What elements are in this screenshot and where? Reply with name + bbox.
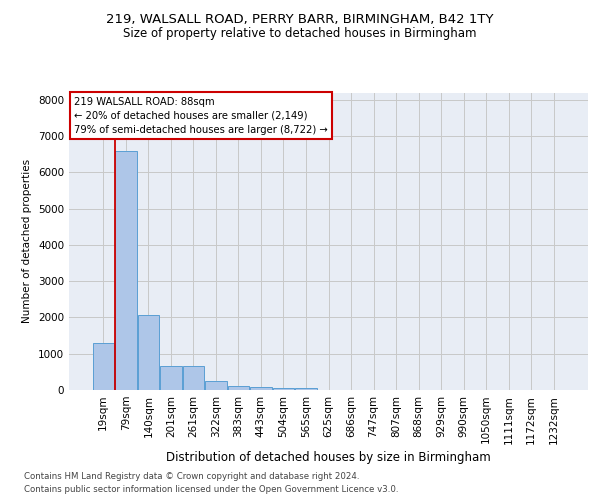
- Bar: [273, 388, 294, 390]
- Text: Contains public sector information licensed under the Open Government Licence v3: Contains public sector information licen…: [24, 485, 398, 494]
- Bar: [228, 386, 249, 390]
- Bar: [182, 366, 204, 390]
- Bar: [92, 343, 114, 390]
- Bar: [295, 388, 317, 390]
- Y-axis label: Number of detached properties: Number of detached properties: [22, 159, 32, 324]
- X-axis label: Distribution of detached houses by size in Birmingham: Distribution of detached houses by size …: [166, 450, 491, 464]
- Text: Contains HM Land Registry data © Crown copyright and database right 2024.: Contains HM Land Registry data © Crown c…: [24, 472, 359, 481]
- Text: 219, WALSALL ROAD, PERRY BARR, BIRMINGHAM, B42 1TY: 219, WALSALL ROAD, PERRY BARR, BIRMINGHA…: [106, 12, 494, 26]
- Bar: [137, 314, 159, 390]
- Text: Size of property relative to detached houses in Birmingham: Size of property relative to detached ho…: [123, 28, 477, 40]
- Bar: [115, 150, 137, 390]
- Text: 219 WALSALL ROAD: 88sqm
← 20% of detached houses are smaller (2,149)
79% of semi: 219 WALSALL ROAD: 88sqm ← 20% of detache…: [74, 97, 328, 135]
- Bar: [250, 386, 272, 390]
- Bar: [205, 382, 227, 390]
- Bar: [160, 366, 182, 390]
